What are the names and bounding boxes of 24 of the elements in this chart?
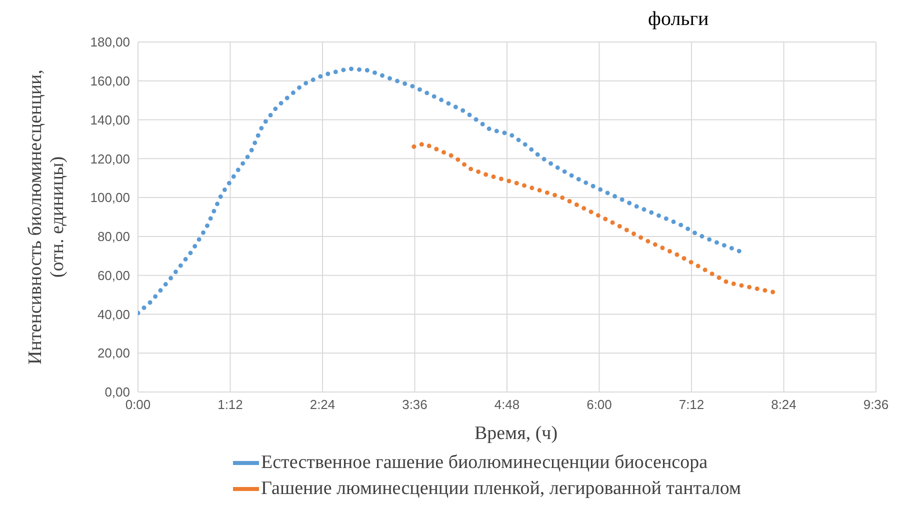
x-tick-label: 0:00 bbox=[125, 397, 151, 412]
legend-label: Естественное гашение биолюминесценции биосенсора bbox=[261, 451, 708, 475]
x-tick-label: 4:48 bbox=[494, 397, 520, 412]
y-tick-label: 180,00 bbox=[90, 34, 130, 50]
y-tick-label: 100,00 bbox=[90, 190, 130, 206]
y-tick-label: 0,00 bbox=[104, 384, 130, 400]
y-tick-label: 120,00 bbox=[90, 151, 130, 166]
x-tick-label: 7:12 bbox=[678, 397, 704, 412]
x-axis-title: Время, (ч) bbox=[473, 422, 559, 446]
x-tick-label: 6:00 bbox=[586, 397, 612, 412]
y-tick-label: 40,00 bbox=[97, 306, 130, 322]
x-tick-label: 9:36 bbox=[863, 397, 889, 412]
text: фольги bbox=[648, 8, 709, 31]
legend-label: Гашение люминесценции пленкой, легированной танталом bbox=[261, 477, 742, 501]
x-tick-label: 3:36 bbox=[402, 397, 428, 412]
x-tick-label: 2:24 bbox=[310, 397, 336, 412]
x-tick-label: 8:24 bbox=[771, 397, 796, 412]
y-tick-label: 60,00 bbox=[97, 268, 130, 283]
y-tick-label: 80,00 bbox=[97, 229, 130, 244]
y-tick-label: 20,00 bbox=[97, 346, 130, 361]
y-tick-label: 160,00 bbox=[90, 74, 130, 89]
y-tick-label: 140,00 bbox=[90, 112, 130, 128]
y-axis-title: Интенсивность биолюминесценции, (отн. единицы) bbox=[25, 70, 68, 364]
x-tick-label: 1:12 bbox=[218, 397, 243, 412]
